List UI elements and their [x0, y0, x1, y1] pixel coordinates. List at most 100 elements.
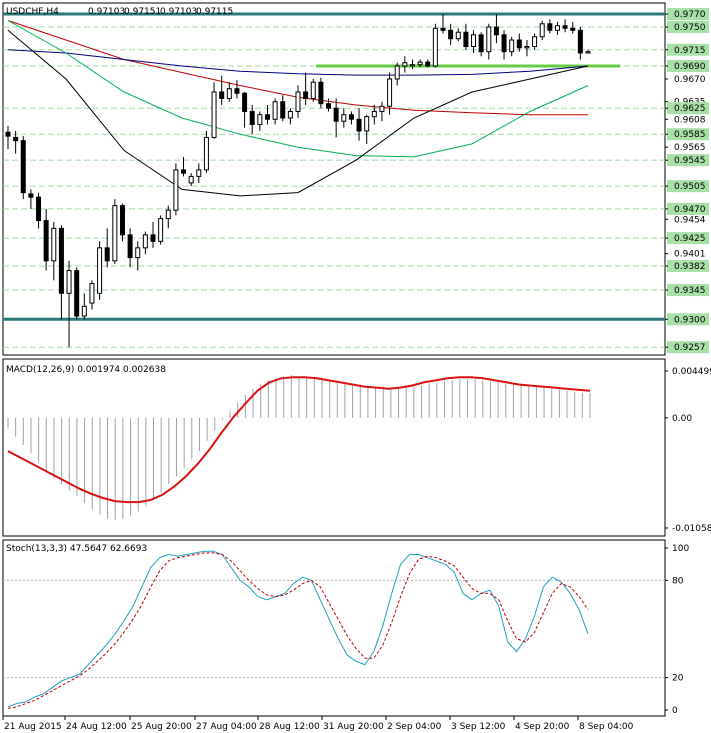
candle-body: [570, 27, 576, 31]
candle-body: [165, 209, 171, 220]
candle-body: [471, 34, 477, 48]
candle-body: [562, 25, 568, 29]
macd-y-tick-label: 0.00: [672, 414, 692, 424]
candle: [341, 108, 347, 128]
main-chart-title: USDCHF,H4: [6, 7, 59, 17]
candle-body: [97, 247, 103, 294]
candle-body: [51, 227, 57, 262]
y-tick-label: 0.9425: [674, 234, 706, 244]
stoch-y-tick-label: 0: [672, 706, 678, 716]
candle-body: [272, 101, 278, 120]
candle: [89, 280, 95, 310]
candle: [5, 125, 11, 150]
price-level-tag: [667, 8, 709, 21]
candle-body: [417, 61, 423, 66]
candle: [196, 163, 202, 183]
candle-body: [539, 23, 545, 38]
candle-body: [295, 91, 301, 112]
y-tick-label: 0.9382: [674, 262, 706, 272]
candle: [303, 72, 309, 105]
candle: [36, 192, 42, 229]
ohlc-high: 0.97151: [124, 7, 161, 17]
y-tick-label: 0.9545: [674, 156, 706, 166]
candle: [554, 21, 560, 35]
price-level-tag: [667, 180, 709, 193]
candle-body: [371, 110, 377, 118]
candle: [43, 208, 49, 271]
candle-body: [318, 81, 324, 105]
candle-body: [341, 114, 347, 122]
candle-body: [402, 62, 408, 67]
candle: [249, 104, 255, 135]
candle: [364, 114, 370, 144]
candle-body: [524, 46, 530, 49]
price-level-tag: [667, 154, 709, 167]
candle-body: [249, 110, 255, 125]
candle: [455, 28, 461, 42]
candle: [585, 49, 591, 54]
y-tick-label: 0.9608: [674, 115, 706, 125]
candle: [97, 241, 103, 300]
candle: [501, 30, 507, 60]
candle-body: [463, 31, 469, 48]
candle-body: [43, 220, 49, 262]
candle: [448, 23, 454, 46]
candle-body: [303, 91, 309, 99]
candle: [104, 228, 110, 268]
ohlc-open: 0.97103: [88, 7, 125, 17]
candle: [356, 108, 362, 141]
candle: [142, 231, 148, 255]
panel-frame: [2, 539, 666, 717]
candle-body: [554, 25, 560, 31]
candle-body: [158, 218, 164, 242]
candle: [394, 62, 400, 86]
candle-body: [448, 29, 454, 40]
candle: [516, 33, 522, 52]
candle: [188, 173, 194, 187]
y-tick-label: 0.9470: [674, 205, 706, 215]
price-level-tag: [667, 232, 709, 245]
candle-body: [264, 114, 270, 120]
stoch-y-tick-label: 20: [672, 674, 684, 684]
price-level-tag: [667, 102, 709, 115]
candle: [524, 40, 530, 57]
candle-body: [532, 36, 538, 48]
macd-title: MACD(12,26,9) 0.001974 0.002638: [6, 365, 166, 375]
candle-body: [333, 107, 339, 122]
candle: [326, 98, 332, 112]
x-tick-label: 4 Sep 20:00: [515, 722, 570, 732]
candle: [417, 59, 423, 68]
price-level-tag: [667, 202, 709, 215]
candle: [440, 14, 446, 34]
x-tick-label: 28 Aug 12:00: [259, 722, 320, 732]
candle-body: [188, 175, 194, 184]
y-tick-label: 0.9690: [674, 62, 706, 72]
candle-body: [440, 27, 446, 31]
candle-body: [112, 205, 118, 262]
candle: [242, 91, 248, 128]
candle: [234, 80, 240, 99]
candle: [478, 32, 484, 57]
panel-frame: [2, 2, 666, 356]
candle-body: [493, 26, 499, 36]
price-level-tag: [667, 59, 709, 72]
candle: [264, 104, 270, 125]
candle: [211, 82, 217, 139]
candle: [562, 19, 568, 33]
stochastic-panel: 100 80 20 0: [2, 539, 689, 717]
x-tick-label: 24 Aug 12:00: [66, 722, 127, 732]
candle: [577, 27, 583, 60]
candle: [127, 228, 133, 268]
candle-body: [36, 196, 42, 222]
candle-body: [387, 78, 393, 107]
candle: [28, 189, 34, 209]
candle: [173, 163, 179, 216]
candle: [13, 130, 19, 154]
candle: [318, 77, 324, 109]
candle-body: [234, 88, 240, 94]
candle: [165, 205, 171, 229]
candle: [203, 130, 209, 174]
candle-body: [425, 61, 431, 67]
candle: [112, 199, 118, 265]
y-tick-label: 0.9401: [674, 250, 706, 260]
